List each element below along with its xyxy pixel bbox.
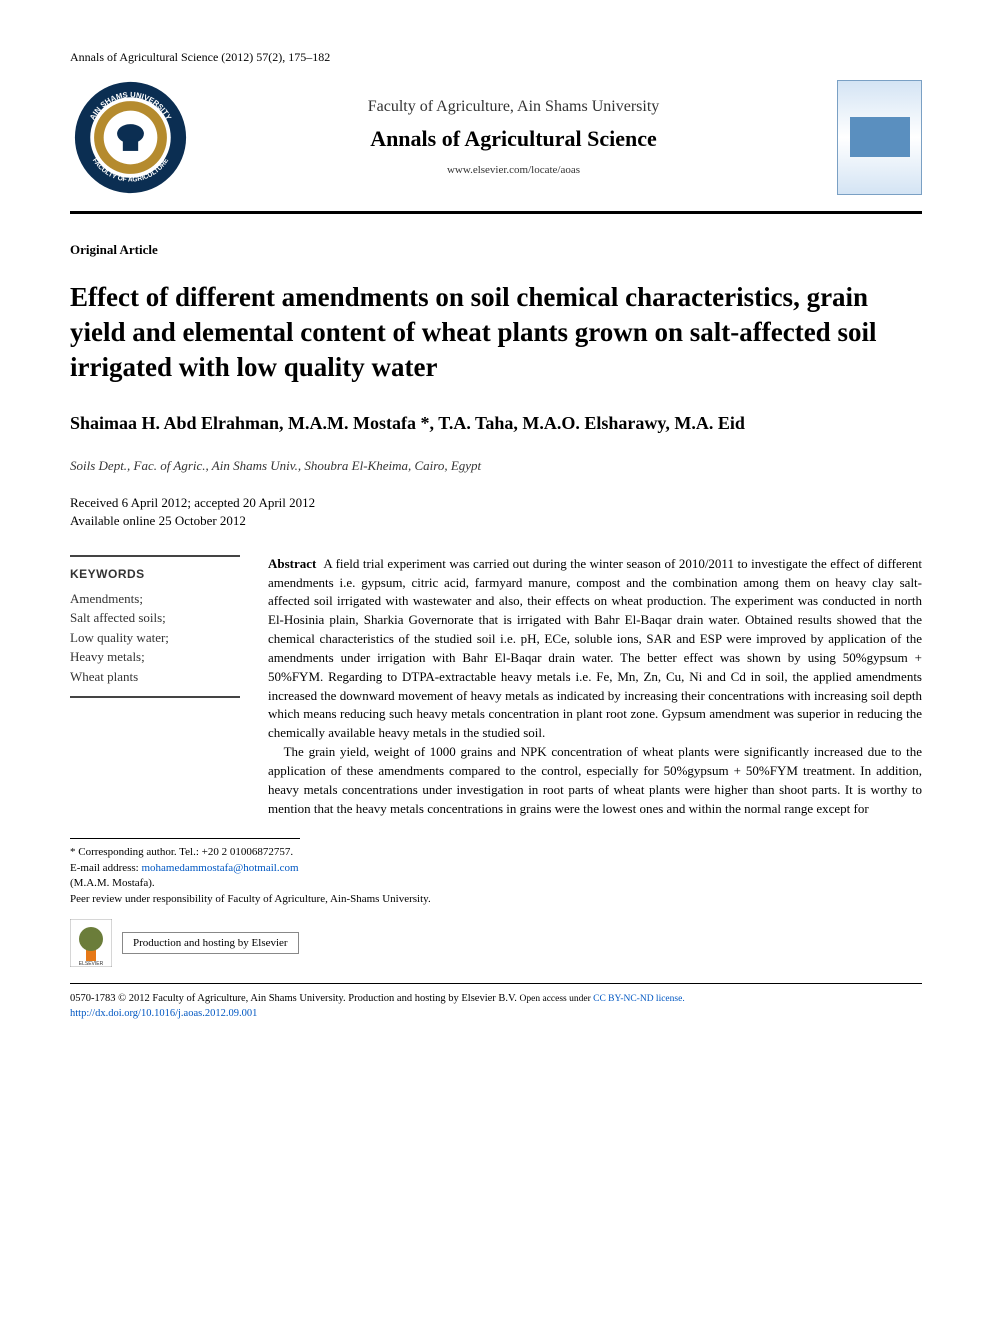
corresponding-author-block: * Corresponding author. Tel.: +20 2 0100… — [70, 845, 922, 907]
faculty-line: Faculty of Agriculture, Ain Shams Univer… — [206, 98, 821, 116]
email-link[interactable]: mohamedammostafa@hotmail.com — [141, 862, 298, 874]
available-online: Available online 25 October 2012 — [70, 512, 922, 530]
article-dates: Received 6 April 2012; accepted 20 April… — [70, 494, 922, 530]
masthead-center: Faculty of Agriculture, Ain Shams Univer… — [190, 98, 837, 176]
header-citation: Annals of Agricultural Science (2012) 57… — [70, 50, 922, 65]
journal-url[interactable]: www.elsevier.com/locate/aoas — [206, 164, 821, 176]
keywords-box: KEYWORDS Amendments; Salt affected soils… — [70, 555, 240, 819]
abstract-paragraph-1: Abstract A field trial experiment was ca… — [268, 555, 922, 743]
abstract-column: Abstract A field trial experiment was ca… — [268, 555, 922, 819]
affiliation: Soils Dept., Fac. of Agric., Ain Shams U… — [70, 458, 922, 474]
abstract-paragraph-2: The grain yield, weight of 1000 grains a… — [268, 743, 922, 818]
peer-review-line: Peer review under responsibility of Facu… — [70, 892, 922, 907]
elsevier-logo-icon: ELSEVIER — [70, 919, 112, 967]
received-accepted: Received 6 April 2012; accepted 20 April… — [70, 494, 922, 512]
keyword-item: Wheat plants — [70, 667, 240, 687]
footnote-rule — [70, 838, 300, 839]
keyword-item: Heavy metals; — [70, 647, 240, 667]
hosting-row: ELSEVIER Production and hosting by Elsev… — [70, 919, 922, 967]
keyword-item: Amendments; — [70, 589, 240, 609]
journal-name: Annals of Agricultural Science — [206, 126, 821, 152]
authors-line: Shaimaa H. Abd Elrahman, M.A.M. Mostafa … — [70, 413, 922, 434]
email-author: (M.A.M. Mostafa). — [70, 876, 922, 891]
hosting-text: Production and hosting by Elsevier — [122, 932, 299, 954]
keyword-item: Low quality water; — [70, 628, 240, 648]
masthead: AIN SHAMS UNIVERSITY FACULTY OF AGRICULT… — [70, 77, 922, 214]
corresponding-tel: * Corresponding author. Tel.: +20 2 0100… — [70, 845, 922, 860]
journal-cover-thumbnail — [837, 80, 922, 195]
open-access-label: Open access under — [520, 994, 594, 1004]
abstract-label: Abstract — [268, 556, 316, 571]
keyword-item: Salt affected soils; — [70, 608, 240, 628]
article-title: Effect of different amendments on soil c… — [70, 280, 922, 385]
main-columns: KEYWORDS Amendments; Salt affected soils… — [70, 555, 922, 819]
doi-link[interactable]: http://dx.doi.org/10.1016/j.aoas.2012.09… — [70, 1008, 257, 1019]
article-type: Original Article — [70, 242, 922, 258]
open-access-footer: 0570-1783 © 2012 Faculty of Agriculture,… — [70, 983, 922, 1021]
keywords-label: KEYWORDS — [70, 567, 240, 581]
issn-copyright: 0570-1783 © 2012 Faculty of Agriculture,… — [70, 993, 517, 1004]
svg-text:ELSEVIER: ELSEVIER — [79, 961, 104, 967]
email-line: E-mail address: mohamedammostafa@hotmail… — [70, 861, 922, 876]
cc-license-link[interactable]: CC BY-NC-ND license. — [593, 994, 685, 1004]
university-seal-logo: AIN SHAMS UNIVERSITY FACULTY OF AGRICULT… — [70, 77, 190, 197]
